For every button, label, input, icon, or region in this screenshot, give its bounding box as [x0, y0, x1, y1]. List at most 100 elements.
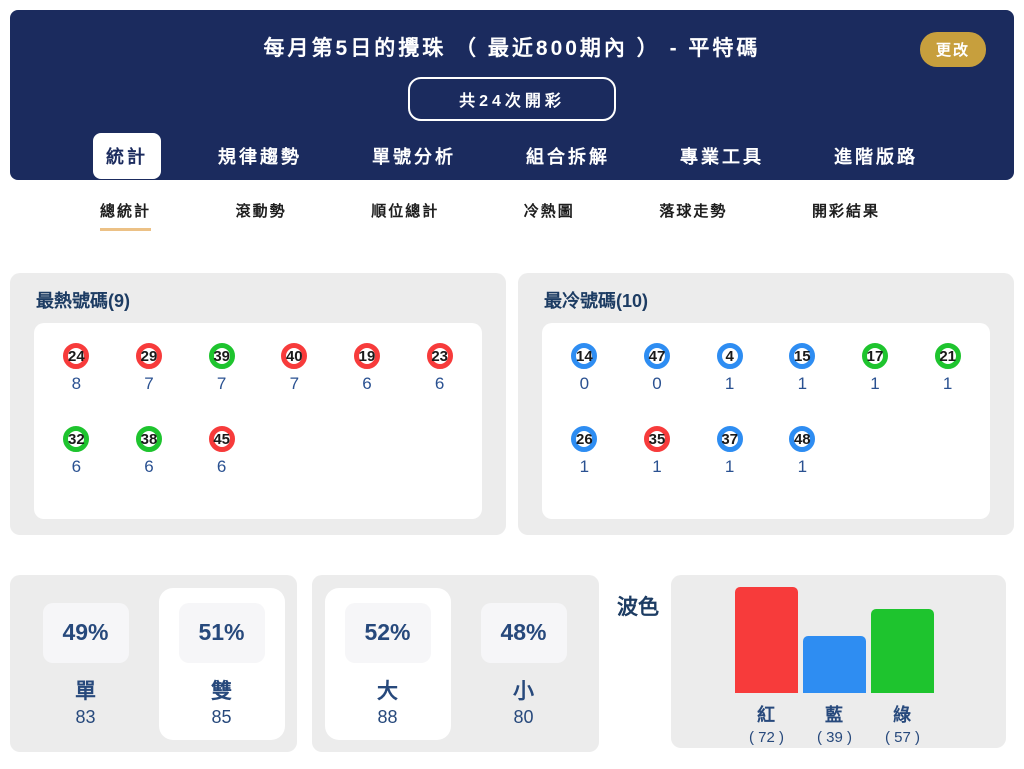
subtab-total-stats[interactable]: 總統計: [100, 200, 152, 231]
ball-item: 14 0: [548, 343, 621, 394]
lottery-ball: 21: [934, 343, 961, 369]
draws-count-badge[interactable]: 共24次開彩: [408, 77, 616, 121]
big-value: 88: [377, 706, 398, 727]
ball-count: 6: [362, 374, 372, 393]
ball-item: 40 7: [258, 343, 331, 394]
ball-count: 7: [144, 374, 154, 393]
ball-count: 1: [942, 374, 953, 393]
ball-item: 15 1: [766, 343, 839, 394]
red-bar-value: ( 72 ): [748, 729, 784, 746]
stat-card-odd: 49% 單 83: [23, 588, 149, 740]
blue-bar-value: ( 39 ): [816, 729, 852, 746]
ball-item: 21 1: [911, 343, 984, 394]
bar-column-blue: 藍 ( 39 ): [803, 587, 866, 746]
ball-count: 1: [797, 457, 808, 476]
odd-value: 83: [75, 706, 96, 727]
big-small-panel: 52% 大 88 48% 小 80: [312, 575, 599, 752]
green-bar-label: 綠: [893, 705, 912, 725]
stat-card-even: 51% 雙 85: [158, 587, 285, 740]
ball-item: 37 1: [693, 426, 766, 477]
ball-item: 39 7: [185, 343, 258, 394]
ball-count: 1: [870, 374, 880, 393]
subtab-position-totals[interactable]: 順位總計: [371, 203, 440, 220]
main-tabs: 統計 規律趨勢 單號分析 組合拆解 專業工具 進階版路: [10, 133, 1014, 179]
lottery-ball: 4: [716, 343, 743, 369]
cold-numbers-card: 14 0 47 0 4 1 15 1: [542, 323, 990, 519]
ball-item: 32 6: [40, 426, 113, 477]
tab-pattern-trend[interactable]: 規律趨勢: [218, 147, 302, 167]
cold-numbers-panel: 最冷號碼(10) 14 0 47 0 4 1: [518, 273, 1014, 535]
even-label: 雙: [211, 679, 232, 703]
hot-numbers-grid: 24 8 29 7 39 7 40 7: [40, 343, 476, 477]
lottery-ball: 24: [63, 343, 90, 369]
ball-item: 23 6: [403, 343, 476, 394]
hot-numbers-panel: 最熱號碼(9) 24 8 29 7 39 7: [10, 273, 506, 535]
small-value: 80: [513, 706, 534, 727]
bottom-stats-row: 49% 單 83 51% 雙 85 52% 大 88 48% 小 80 波色: [10, 575, 1014, 752]
number-panels: 最熱號碼(9) 24 8 29 7 39 7: [10, 273, 1014, 535]
wave-color-bars: 紅 ( 72 ) 藍 ( 39 ) 綠 ( 57 ): [735, 587, 934, 746]
hot-panel-title: 最熱號碼(9): [36, 291, 130, 311]
ball-count: 8: [71, 374, 82, 393]
blue-bar: [803, 636, 866, 693]
cold-numbers-grid: 14 0 47 0 4 1 15 1: [548, 343, 984, 477]
ball-count: 0: [579, 374, 590, 393]
ball-count: 0: [652, 374, 662, 393]
red-bar-label: 紅: [757, 705, 776, 725]
stat-card-small: 48% 小 80: [461, 588, 587, 740]
green-bar: [871, 609, 934, 693]
subtab-rolling-trend[interactable]: 滾動勢: [235, 203, 287, 220]
tab-combination[interactable]: 組合拆解: [526, 147, 610, 167]
lottery-ball: 37: [716, 426, 743, 452]
even-value: 85: [211, 706, 232, 727]
red-bar: [735, 587, 798, 693]
wave-color-chart-panel: 紅 ( 72 ) 藍 ( 39 ) 綠 ( 57 ): [671, 575, 1006, 748]
lottery-ball: 17: [861, 343, 888, 369]
ball-count: 7: [216, 374, 227, 393]
subnav: 總統計 滾動勢 順位總計 冷熱圖 落球走勢 開彩結果: [100, 200, 880, 231]
stat-card-big: 52% 大 88: [324, 587, 451, 740]
odd-label: 單: [75, 679, 96, 703]
tab-advanced-roadmap[interactable]: 進階版路: [834, 147, 918, 167]
ball-item: 24 8: [40, 343, 113, 394]
lottery-ball: 40: [281, 343, 308, 369]
wave-color-label: 波色: [617, 596, 659, 619]
lottery-ball: 29: [135, 343, 162, 369]
ball-count: 1: [797, 374, 808, 393]
green-bar-value: ( 57 ): [884, 729, 920, 746]
ball-count: 1: [724, 457, 735, 476]
small-label: 小: [513, 679, 534, 703]
subtab-ball-drop-trend[interactable]: 落球走勢: [659, 203, 728, 220]
cold-panel-title: 最冷號碼(10): [544, 291, 649, 311]
ball-item: 48 1: [766, 426, 839, 477]
ball-count: 1: [724, 374, 735, 393]
lottery-ball: 45: [208, 426, 235, 452]
lottery-ball: 32: [63, 426, 90, 452]
even-percent-box: 51%: [178, 602, 265, 663]
tab-statistics[interactable]: 統計: [93, 133, 161, 179]
big-percent-box: 52%: [344, 602, 431, 663]
ball-item: 19 6: [331, 343, 404, 394]
ball-count: 6: [434, 374, 445, 393]
ball-count: 1: [579, 457, 590, 476]
lottery-ball: 26: [571, 426, 598, 452]
odd-percent-box: 49%: [42, 602, 129, 663]
ball-count: 7: [289, 374, 300, 393]
subtab-draw-results[interactable]: 開彩結果: [811, 203, 880, 220]
lottery-ball: 39: [208, 343, 235, 369]
ball-item: 47 0: [621, 343, 694, 394]
ball-item: 45 6: [185, 426, 258, 477]
lottery-ball: 38: [135, 426, 162, 452]
subtab-hot-cold-map[interactable]: 冷熱圖: [523, 203, 575, 220]
tab-number-analysis[interactable]: 單號分析: [372, 147, 456, 167]
ball-item: 4 1: [693, 343, 766, 394]
ball-item: 26 1: [548, 426, 621, 477]
ball-item: 29 7: [113, 343, 186, 394]
lottery-ball: 48: [789, 426, 816, 452]
change-button[interactable]: 更改: [919, 32, 986, 67]
lottery-ball: 23: [426, 343, 453, 369]
odd-even-panel: 49% 單 83 51% 雙 85: [10, 575, 297, 752]
tab-pro-tools[interactable]: 專業工具: [680, 147, 764, 167]
ball-count: 6: [216, 457, 227, 476]
